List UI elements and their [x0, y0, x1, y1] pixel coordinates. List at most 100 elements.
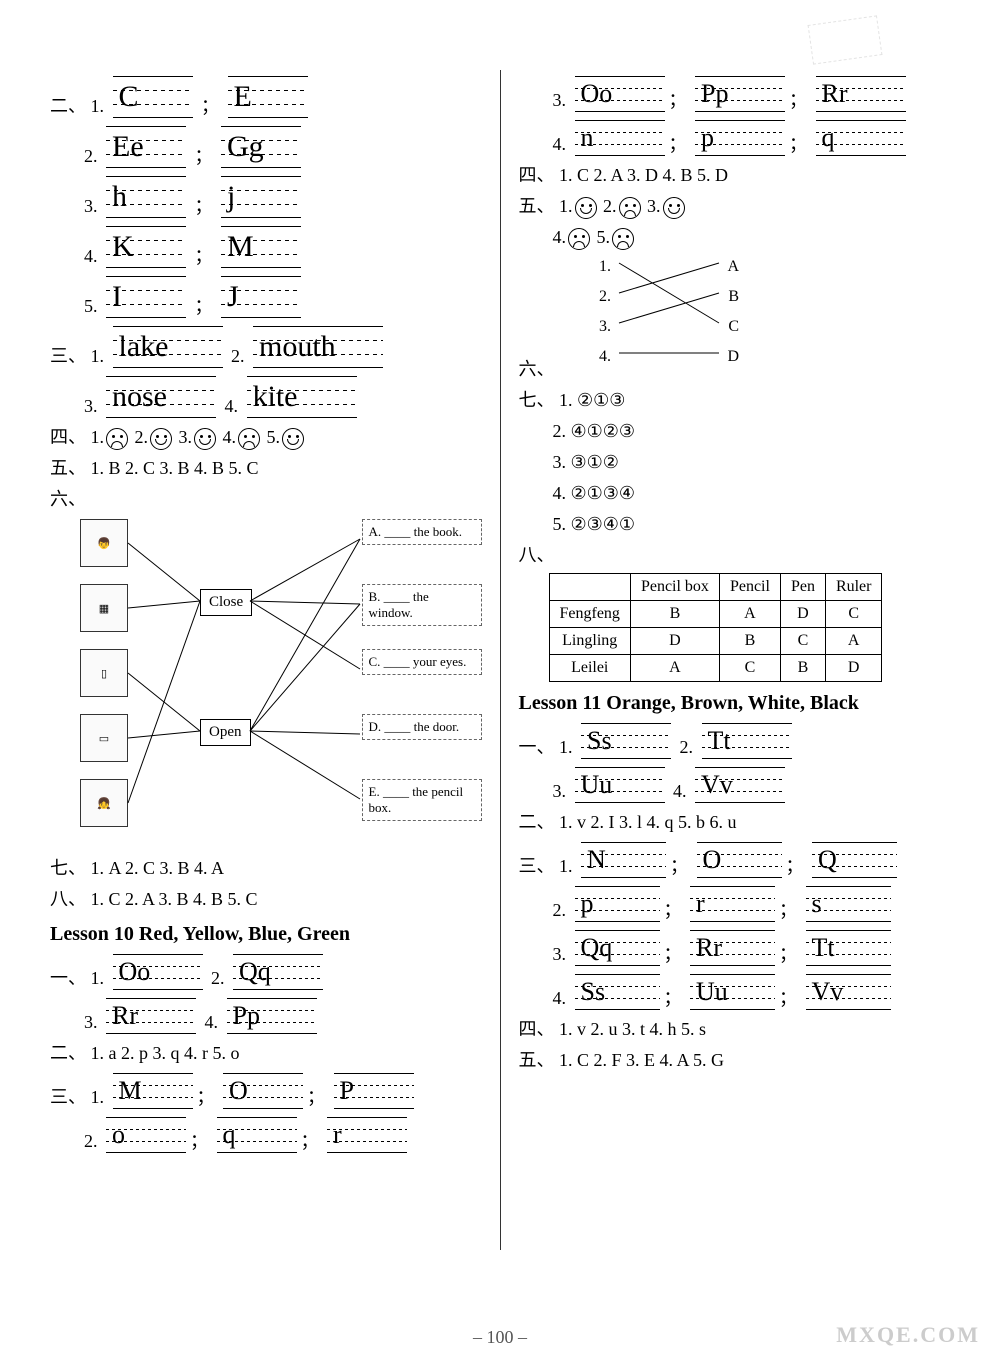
- sec3-label: 三、: [50, 346, 86, 366]
- lesson10-title: Lesson 10 Red, Yellow, Blue, Green: [50, 923, 482, 946]
- l11-s1-label: 一、: [519, 737, 555, 757]
- l10-s2-label: 二、: [50, 1043, 86, 1063]
- l10-s3: 三、 1. M； O； P: [50, 1071, 482, 1111]
- handwriting: kite: [247, 376, 357, 418]
- answers-table: Pencil box Pencil Pen Ruler FengfengBADC…: [549, 573, 883, 682]
- sec4: 四、 1. 2. 3. 4. 5.: [50, 424, 482, 451]
- l10-s1-label: 一、: [50, 968, 86, 988]
- item-num: 4.: [205, 1012, 219, 1032]
- sec8: 八、 1. C 2. A 3. B 4. B 5. C: [50, 886, 482, 913]
- sec8-answers: 1. C 2. A 3. B 4. B 5. C: [91, 889, 258, 909]
- handwriting: o: [106, 1117, 186, 1153]
- l11-s3: 三、 1. N； O； Q: [519, 840, 951, 880]
- r-sec7-4: 4. ②①③④: [553, 483, 636, 503]
- table-row: LeileiACBD: [549, 655, 882, 682]
- sec4-label: 四、: [50, 427, 86, 447]
- item-num: 1.: [91, 968, 105, 988]
- handwriting: O: [697, 842, 782, 878]
- l11-s4-answers: 1. v 2. u 3. t 4. h 5. s: [559, 1019, 706, 1039]
- l11-s3-label: 三、: [519, 856, 555, 876]
- match-lines: [80, 519, 482, 849]
- item-num: 1.: [559, 856, 573, 876]
- handwriting: p: [575, 886, 660, 922]
- handwriting: nose: [106, 376, 216, 418]
- item-num: 3.: [553, 90, 567, 110]
- column-divider: [500, 70, 501, 1250]
- handwriting: I: [106, 276, 186, 318]
- table-row: LinglingDBCA: [549, 628, 882, 655]
- sec7: 七、 1. A 2. C 3. B 4. A: [50, 855, 482, 882]
- handwriting: Gg: [221, 126, 301, 168]
- sec2-label: 二、: [50, 96, 86, 116]
- item-num: 4.: [553, 134, 567, 154]
- sec5-answers: 1. B 2. C 3. B 4. B 5. C: [91, 458, 259, 478]
- item-num: 3.: [84, 196, 98, 216]
- handwriting: s: [806, 886, 891, 922]
- r-sec4: 四、 1. C 2. A 3. D 4. B 5. D: [519, 162, 951, 189]
- smile-icon: [575, 197, 597, 219]
- smile-icon: [150, 428, 172, 450]
- l11-s2-answers: 1. v 2. I 3. l 4. q 5. b 6. u: [559, 812, 737, 832]
- handwriting: r: [690, 886, 775, 922]
- handwriting: n: [575, 120, 665, 156]
- r-sec7-label: 七、: [519, 390, 555, 410]
- sec8-label: 八、: [50, 889, 86, 909]
- sec6-label: 六、: [50, 489, 86, 509]
- left-column: 二、 1. C ； E 2. Ee ； Gg 3. h ； j 4. K ；: [40, 70, 492, 1250]
- item-num: 5.: [84, 296, 98, 316]
- r-sec6-label: 六、: [519, 359, 555, 379]
- handwriting: Oo: [113, 954, 203, 990]
- handwriting: Uu: [690, 974, 775, 1010]
- sec7-label: 七、: [50, 858, 86, 878]
- item-num: 2.: [231, 346, 245, 366]
- handwriting: r: [327, 1117, 407, 1153]
- th: Pencil box: [630, 574, 719, 601]
- right-column: 3. Oo； Pp； Rr 4. n； p； q 四、 1. C 2. A 3.…: [509, 70, 961, 1250]
- cross-diagram: 1. 2. 3. 4. A B C D: [599, 255, 739, 375]
- l10-s2: 二、 1. a 2. p 3. q 4. r 5. o: [50, 1040, 482, 1067]
- item-num: 2.: [553, 900, 567, 920]
- r-sec7-1: 1. ②①③: [559, 390, 625, 410]
- l11-s5-answers: 1. C 2. F 3. E 4. A 5. G: [559, 1050, 724, 1070]
- frown-icon: [612, 228, 634, 250]
- table-row: FengfengBADC: [549, 601, 882, 628]
- handwriting: Uu: [575, 767, 665, 803]
- matching-diagram: 👦 ▦ ▯ ▭ 👧 Close Open A. ____ the book. B…: [80, 519, 482, 849]
- th: Pen: [780, 574, 825, 601]
- l10-s1: 一、 1. Oo 2. Qq: [50, 952, 482, 992]
- l11-s5-label: 五、: [519, 1050, 555, 1070]
- handwriting: mouth: [253, 326, 383, 368]
- l11-s4: 四、 1. v 2. u 3. t 4. h 5. s: [519, 1016, 951, 1043]
- smile-icon: [282, 428, 304, 450]
- item-num: 2.: [211, 968, 225, 988]
- handwriting: M: [113, 1073, 193, 1109]
- handwriting: Pp: [695, 76, 785, 112]
- frown-icon: [238, 428, 260, 450]
- l11-s1: 一、 1. Ss 2. Tt: [519, 721, 951, 761]
- handwriting: Pp: [227, 998, 317, 1034]
- l11-s5: 五、 1. C 2. F 3. E 4. A 5. G: [519, 1047, 951, 1074]
- handwriting: N: [581, 842, 666, 878]
- handwriting: C: [113, 76, 193, 118]
- handwriting: Q: [812, 842, 897, 878]
- handwriting: Tt: [702, 723, 792, 759]
- handwriting: K: [106, 226, 186, 268]
- handwriting: lake: [113, 326, 223, 368]
- item-num: 3.: [84, 1012, 98, 1032]
- smile-icon: [663, 197, 685, 219]
- th: Pencil: [719, 574, 780, 601]
- handwriting: Rr: [816, 76, 906, 112]
- page-body: 二、 1. C ； E 2. Ee ； Gg 3. h ； j 4. K ；: [0, 0, 1000, 1280]
- item-num: 1.: [559, 737, 573, 757]
- handwriting: P: [334, 1073, 414, 1109]
- l11-s2: 二、 1. v 2. I 3. l 4. q 5. b 6. u: [519, 809, 951, 836]
- r-sec8-label: 八、: [519, 545, 555, 565]
- item-num: 2.: [84, 1131, 98, 1151]
- th: Ruler: [825, 574, 882, 601]
- r-sec7: 七、 1. ②①③: [519, 387, 951, 414]
- l10-s3-label: 三、: [50, 1087, 86, 1107]
- item-num: 2.: [680, 737, 694, 757]
- handwriting: p: [695, 120, 785, 156]
- handwriting: J: [221, 276, 301, 318]
- frown-icon: [106, 428, 128, 450]
